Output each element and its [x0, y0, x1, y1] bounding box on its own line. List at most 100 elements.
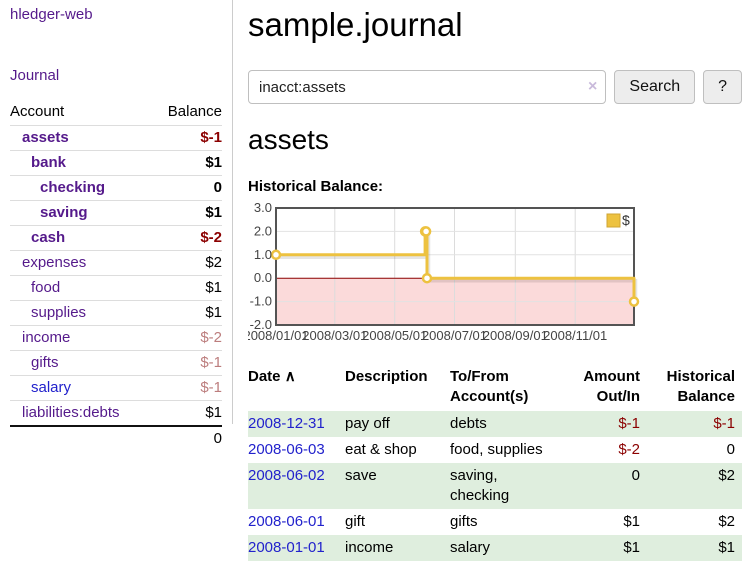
accounts-table: Account Balance assets $-1 bank $1 checking 0…	[10, 100, 222, 451]
account-link-gifts[interactable]: gifts	[31, 354, 59, 371]
sidebar-account-row: assets $-1	[10, 125, 222, 151]
page-title: sample.journal	[248, 6, 463, 43]
balance-cell: $1	[718, 539, 735, 556]
register-row: 2008-12-31 pay off debts $-1 $-1	[248, 411, 742, 437]
accounts-cell: saving, checking	[450, 467, 510, 504]
x-axis-tick-label: 2008/11/01	[543, 328, 607, 343]
app-brand-link[interactable]: hledger-web	[10, 6, 93, 23]
account-link-liabilities-debts[interactable]: liabilities:debts	[22, 404, 120, 421]
account-balance: $-1	[200, 379, 222, 396]
account-balance: $2	[205, 254, 222, 271]
account-balance: $1	[205, 154, 222, 171]
accounts-header-balance: Balance	[167, 103, 222, 120]
amount-cell: $1	[623, 539, 640, 556]
account-link-income[interactable]: income	[22, 329, 71, 346]
accounts-cell: food, supplies	[450, 441, 543, 458]
main-content: sample.journal × Search ? assets Histori…	[243, 0, 742, 561]
legend-swatch	[606, 213, 621, 228]
account-balance: $1	[205, 404, 222, 421]
search-input[interactable]	[248, 70, 607, 104]
sidebar-account-row: liabilities:debts $1	[10, 400, 222, 427]
search-button[interactable]: Search	[614, 70, 696, 104]
description-cell: pay off	[345, 415, 390, 432]
sidebar-account-row: food $1	[10, 275, 222, 301]
register-header-date[interactable]: Date ∧	[248, 368, 296, 385]
accounts-cell: debts	[450, 415, 487, 432]
account-balance: $1	[205, 279, 222, 296]
clear-search-icon[interactable]: ×	[588, 78, 598, 95]
balance-cell: 0	[726, 441, 735, 458]
x-axis-tick-label: 2008/07/01	[422, 328, 487, 343]
description-cell: gift	[345, 513, 366, 530]
description-cell: eat & shop	[345, 441, 417, 458]
sidebar: hledger-web Journal Account Balance asse…	[0, 0, 233, 447]
data-point-marker	[628, 296, 640, 307]
description-cell: save	[345, 467, 377, 484]
register-header-row: Date ∧ Description To/From Account(s) Am…	[248, 365, 742, 411]
date-link[interactable]: 2008-06-02	[248, 467, 325, 484]
chart-title: Historical Balance:	[248, 178, 384, 195]
account-balance: $1	[205, 204, 222, 221]
account-heading: assets	[248, 124, 329, 155]
help-button[interactable]: ?	[703, 70, 742, 104]
description-cell: income	[345, 539, 394, 556]
date-link[interactable]: 2008-06-01	[248, 513, 325, 530]
account-balance: $-2	[200, 329, 222, 346]
x-axis-tick-label: 2008/03/01	[302, 328, 367, 343]
sidebar-account-row: income $-2	[10, 325, 222, 351]
accounts-header-account: Account	[10, 103, 65, 120]
register-row: 2008-01-01 income salary $1 $1	[248, 535, 742, 561]
account-balance: $1	[205, 304, 222, 321]
x-axis-tick-label: 2008/01/01	[248, 328, 309, 343]
date-link[interactable]: 2008-06-03	[248, 441, 325, 458]
register-header-balance: Historical Balance	[666, 368, 735, 405]
y-axis-tick-label: -2.0	[250, 317, 272, 332]
data-point-marker	[270, 249, 282, 261]
register-header-description: Description	[345, 368, 428, 385]
register-header-account: To/From Account(s)	[450, 368, 529, 405]
account-balance: $-1	[200, 129, 222, 146]
nav-journal-link[interactable]: Journal	[10, 67, 60, 84]
search-form: × Search ?	[248, 70, 742, 104]
register-row: 2008-06-03 eat & shop food, supplies $-2 0	[248, 437, 742, 463]
account-link-assets[interactable]: assets	[22, 129, 69, 146]
date-link[interactable]: 2008-01-01	[248, 539, 325, 556]
x-axis-tick-label: 2008/09/01	[483, 328, 548, 343]
amount-cell: $1	[623, 513, 640, 530]
date-link[interactable]: 2008-12-31	[248, 415, 325, 432]
sidebar-account-row: saving $1	[10, 200, 222, 226]
account-balance: 0	[213, 179, 222, 196]
register-row: 2008-06-01 gift gifts $1 $2	[248, 509, 742, 535]
accounts-cell: salary	[450, 539, 491, 556]
data-point-marker	[421, 272, 433, 284]
sort-ascending-icon: ∧	[284, 368, 296, 385]
y-axis-tick-label: 1.0	[254, 247, 272, 262]
y-axis-tick-label: -1.0	[250, 294, 272, 309]
search-input-wrap: ×	[248, 70, 607, 104]
amount-cell: 0	[631, 467, 640, 484]
register-row: 2008-06-02 save saving, checking 0 $2	[248, 463, 742, 509]
account-link-food[interactable]: food	[31, 279, 61, 296]
sidebar-account-row: bank $1	[10, 150, 222, 176]
sidebar-account-row: cash $-2	[10, 225, 222, 251]
amount-cell: $-1	[618, 415, 640, 432]
legend-label: $	[622, 212, 630, 228]
account-link-supplies[interactable]: supplies	[31, 304, 87, 321]
register-header-amount: Amount Out/In	[583, 368, 640, 405]
account-link-salary[interactable]: salary	[31, 379, 72, 396]
accounts-cell: gifts	[450, 513, 478, 530]
account-link-bank[interactable]: bank	[31, 154, 67, 171]
y-axis-tick-label: 3.0	[254, 203, 272, 215]
x-axis-tick-label: 2008/05/01	[362, 328, 427, 343]
account-link-cash[interactable]: cash	[31, 229, 66, 246]
balance-cell: $2	[718, 513, 735, 530]
sidebar-account-row: expenses $2	[10, 250, 222, 276]
account-link-checking[interactable]: checking	[40, 179, 106, 196]
sidebar-account-row: checking 0	[10, 175, 222, 201]
sidebar-account-row: salary $-1	[10, 375, 222, 401]
account-link-saving[interactable]: saving	[40, 204, 88, 221]
accounts-total-row: 0	[10, 426, 222, 451]
account-balance: $-2	[200, 229, 222, 246]
account-link-expenses[interactable]: expenses	[22, 254, 87, 271]
account-balance: $-1	[200, 354, 222, 371]
